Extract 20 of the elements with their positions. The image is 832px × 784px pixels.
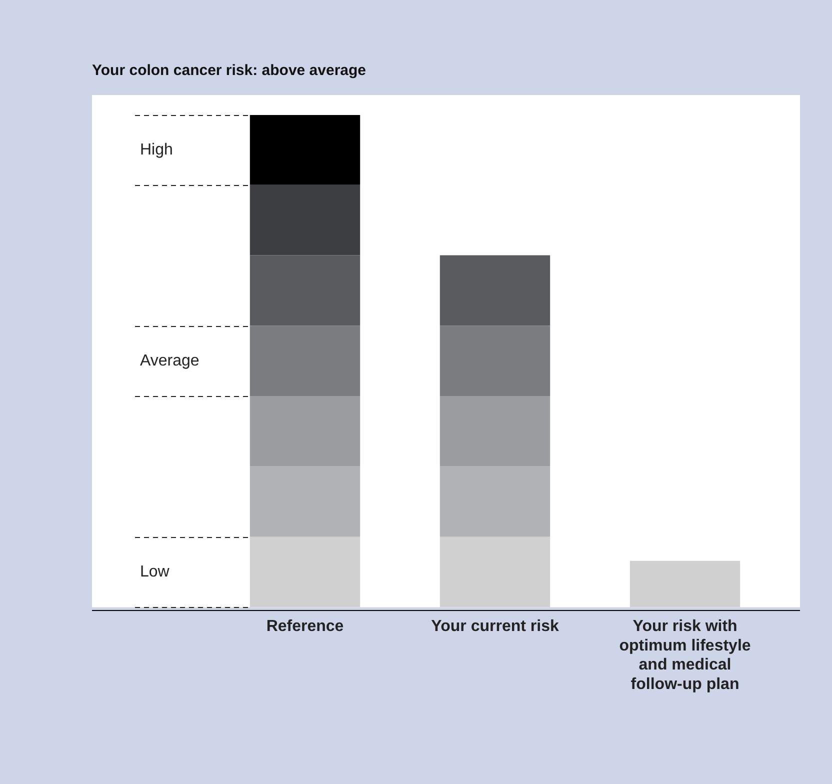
bar: [440, 255, 550, 326]
x-tick-label: Your current risk: [431, 618, 559, 636]
bar: [250, 255, 360, 326]
chart-title: Your colon cancer risk: above average: [92, 62, 366, 79]
bar: [250, 326, 360, 396]
bar: [440, 396, 550, 466]
bar: [250, 115, 360, 185]
annotation: High: [140, 141, 173, 158]
annotation: Low: [140, 563, 170, 580]
bar: [440, 326, 550, 396]
bar: [250, 396, 360, 466]
x-tick-label: Your risk with optimum lifestyle and medical follow-up plan: [619, 618, 751, 693]
bar: [250, 466, 360, 537]
bar: [250, 184, 360, 256]
x-tick-label: Reference: [266, 618, 344, 636]
bar: [250, 536, 360, 608]
bar: [630, 560, 740, 608]
bar: [440, 466, 550, 537]
bar: [440, 536, 550, 608]
annotation: Average: [140, 352, 200, 370]
